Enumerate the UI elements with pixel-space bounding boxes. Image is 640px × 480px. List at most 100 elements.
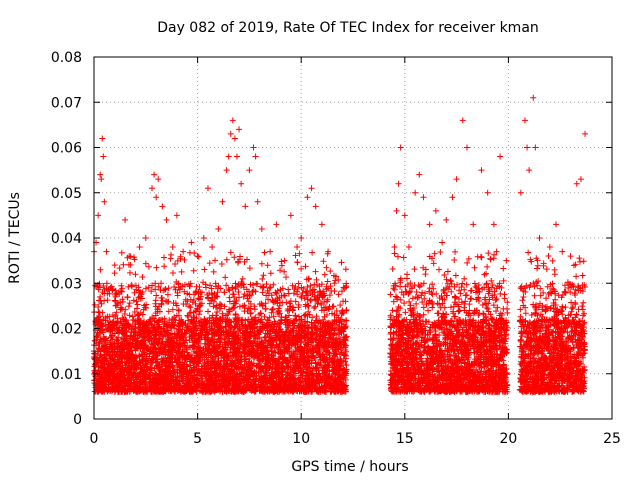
roti-noise-point (320, 258, 327, 265)
roti-noise-point (205, 308, 212, 315)
roti-noise-point (160, 254, 167, 261)
roti-noise-point (127, 261, 134, 268)
roti-noise-point (172, 260, 179, 267)
roti-noise-point (130, 297, 137, 304)
roti-noise-point (186, 249, 193, 256)
roti-noise-point (161, 263, 168, 270)
roti-noise-point (331, 288, 338, 295)
roti-noise-point (196, 311, 203, 318)
roti-noise-point (326, 292, 333, 299)
roti-noise-point (129, 313, 136, 320)
roti-noise-point (236, 303, 243, 310)
roti-noise-point (327, 268, 334, 275)
roti-noise-point (205, 295, 212, 302)
roti-noise-point (178, 268, 185, 275)
roti-noise-point (265, 296, 272, 303)
roti-noise-point (292, 298, 299, 305)
roti-noise-point (251, 306, 258, 313)
roti-noise-point (313, 313, 320, 320)
roti-noise-point (165, 285, 172, 292)
roti-noise-point (262, 305, 269, 312)
roti-noise-point (118, 282, 125, 289)
roti-noise-point (127, 269, 134, 276)
roti-noise-point (231, 254, 238, 261)
roti-noise-point (269, 306, 276, 313)
roti-noise-point (158, 280, 165, 287)
roti-noise-point (239, 275, 246, 282)
roti-noise-point (201, 266, 208, 273)
roti-noise-point (164, 291, 171, 298)
roti-noise-point (218, 261, 225, 268)
roti-noise-point (206, 260, 213, 267)
roti-noise-point (342, 266, 349, 273)
roti-noise-point (229, 284, 236, 291)
roti-noise-point (311, 304, 318, 311)
roti-noise-point (341, 352, 348, 359)
roti-noise-point (131, 289, 138, 296)
roti-noise-point (174, 292, 181, 299)
roti-noise-point (263, 281, 270, 288)
roti-noise-point (111, 270, 118, 277)
roti-noise-point (259, 276, 266, 283)
roti-noise-point (270, 306, 277, 313)
roti-noise-point (232, 280, 239, 287)
roti-noise-point (186, 291, 193, 298)
roti-noise-point (195, 253, 202, 260)
roti-noise-point (260, 272, 267, 279)
roti-noise-point (339, 288, 346, 295)
roti-noise-point (210, 268, 217, 275)
roti-noise-point (338, 259, 345, 266)
roti-noise-point (142, 285, 149, 292)
roti-noise-point (186, 303, 193, 310)
roti-noise-point (152, 286, 159, 293)
roti-noise-point (246, 265, 253, 272)
roti-noise-point (264, 262, 271, 269)
roti-noise-point (104, 297, 111, 304)
roti-noise-point (97, 266, 104, 273)
roti-noise-point (323, 264, 330, 271)
roti-noise-point (103, 280, 110, 287)
roti-noise-point (219, 310, 226, 317)
roti-noise-point (283, 274, 290, 281)
roti-noise-point (294, 259, 301, 266)
roti-noise-point (324, 278, 331, 285)
roti-noise-point (226, 287, 233, 294)
roti-noise-point (289, 282, 296, 289)
roti-noise-point (126, 312, 133, 319)
roti-noise-point (124, 294, 131, 301)
roti-noise-point (142, 260, 149, 267)
roti-noise-point (285, 286, 292, 293)
roti-noise-point (267, 270, 274, 277)
roti-noise-point (223, 256, 230, 263)
roti-noise-point (98, 300, 105, 307)
roti-noise-point (139, 273, 146, 280)
roti-noise-point (185, 313, 192, 320)
roti-noise-point (332, 277, 339, 284)
roti-noise-point (236, 294, 243, 301)
roti-noise-point (260, 283, 267, 290)
roti-noise-point (145, 263, 152, 270)
roti-noise-point (309, 314, 316, 321)
roti-noise-point (330, 303, 337, 310)
roti-noise-point (126, 300, 133, 307)
roti-noise-point (181, 256, 188, 263)
roti-noise-point (272, 319, 279, 326)
roti-noise-point (312, 268, 319, 275)
roti-noise-point (148, 288, 155, 295)
roti-noise-point (335, 291, 342, 298)
roti-noise-point (283, 299, 290, 306)
roti-noise-point (214, 309, 221, 316)
roti-noise-point (222, 274, 229, 281)
roti-noise-point (125, 303, 132, 310)
chart-title: Day 082 of 2019, Rate Of TEC Index for r… (157, 20, 539, 36)
roti-noise-point (258, 260, 265, 267)
roti-noise-point (190, 267, 197, 274)
roti-noise-point (134, 301, 141, 308)
roti-noise-point (119, 298, 126, 305)
roti-noise-point (120, 261, 127, 268)
roti-noise-point (285, 290, 292, 297)
roti-noise-point (251, 303, 258, 310)
roti-noise-point (171, 284, 178, 291)
